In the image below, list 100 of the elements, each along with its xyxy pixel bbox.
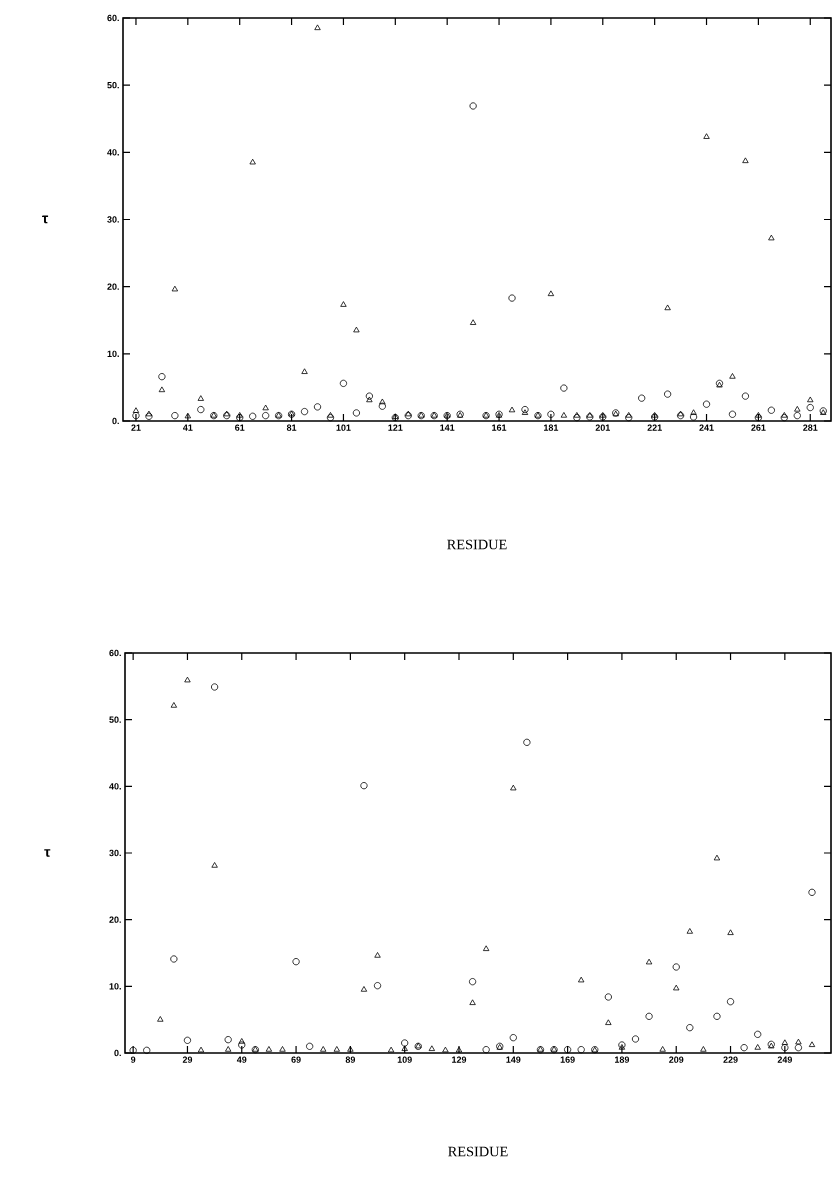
- point: [808, 1041, 816, 1047]
- point: [469, 102, 477, 110]
- point: [509, 1034, 517, 1042]
- point: [727, 929, 734, 935]
- point: [659, 1046, 666, 1052]
- point: [794, 1044, 803, 1052]
- point: [808, 888, 816, 896]
- point: [340, 301, 347, 307]
- point: [586, 413, 594, 421]
- point: [249, 158, 256, 165]
- point: [171, 285, 179, 292]
- x-tick-label: 121: [388, 424, 403, 431]
- point: [360, 782, 368, 790]
- point: [573, 412, 581, 418]
- point: [482, 1046, 490, 1054]
- point: [690, 409, 697, 415]
- y-tick-label: 60.: [107, 14, 119, 22]
- point: [508, 406, 516, 413]
- point: [314, 24, 321, 31]
- point: [183, 1036, 192, 1044]
- point: [387, 1046, 395, 1053]
- point: [664, 390, 672, 398]
- point: [604, 993, 612, 1001]
- point: [170, 955, 178, 963]
- y-tick-label: 30.: [107, 216, 119, 223]
- point: [428, 1045, 436, 1051]
- point: [378, 402, 386, 410]
- point: [673, 984, 680, 991]
- point: [560, 384, 568, 392]
- point: [262, 412, 270, 420]
- point: [521, 405, 529, 414]
- point: [741, 392, 750, 400]
- point: [313, 403, 322, 411]
- x-tick-label: 69: [291, 1056, 301, 1063]
- point: [360, 986, 368, 992]
- point: [676, 412, 685, 420]
- point: [578, 976, 585, 983]
- point: [795, 1038, 802, 1045]
- point: [793, 412, 801, 420]
- point: [366, 396, 373, 403]
- point: [171, 412, 179, 420]
- point: [599, 413, 607, 421]
- point: [638, 394, 646, 402]
- point: [236, 414, 244, 422]
- point: [729, 373, 736, 379]
- point: [404, 412, 412, 420]
- point: [455, 1046, 463, 1053]
- point: [781, 412, 788, 418]
- x-tick-label: 161: [492, 424, 507, 431]
- y-tick-label: 40.: [107, 149, 119, 156]
- point: [249, 412, 257, 420]
- point: [713, 1012, 721, 1020]
- point: [224, 1036, 232, 1044]
- x-tick-label: 241: [699, 424, 714, 431]
- point: [618, 1041, 626, 1049]
- point: [333, 1046, 340, 1052]
- point: [197, 1046, 205, 1053]
- point: [265, 1046, 273, 1052]
- point: [768, 234, 775, 241]
- point: [807, 396, 814, 403]
- y-axis-title: τ: [42, 215, 49, 224]
- point: [292, 958, 300, 966]
- x-tick-label: 169: [560, 1056, 575, 1063]
- point: [510, 784, 517, 791]
- point: [468, 978, 477, 986]
- point: [508, 294, 516, 302]
- y-tick-label: 10.: [107, 350, 119, 357]
- point: [713, 854, 721, 861]
- point: [401, 1039, 409, 1047]
- x-tick-label: 21: [131, 424, 141, 431]
- point: [238, 1041, 246, 1049]
- point: [326, 414, 335, 422]
- point: [320, 1046, 327, 1052]
- x-tick-label: 249: [777, 1056, 792, 1063]
- point: [586, 412, 593, 418]
- point: [686, 928, 693, 934]
- point: [211, 862, 218, 868]
- point: [726, 998, 735, 1006]
- y-tick-label: 60.: [109, 649, 121, 657]
- y-tick-label: 40.: [109, 783, 121, 790]
- x-tick-label: 109: [397, 1056, 412, 1063]
- point: [728, 410, 737, 418]
- x-tick-label: 209: [669, 1056, 684, 1063]
- point: [306, 1042, 314, 1050]
- point: [703, 133, 710, 139]
- point: [521, 409, 529, 415]
- x-tick-label: 189: [615, 1056, 630, 1063]
- point: [754, 414, 762, 422]
- point: [754, 1030, 762, 1038]
- point: [225, 1046, 232, 1052]
- point: [767, 406, 775, 414]
- point: [373, 982, 382, 990]
- point: [401, 1045, 408, 1051]
- point: [129, 1046, 137, 1054]
- y-tick-label: 0.: [114, 1049, 121, 1057]
- point: [158, 386, 166, 393]
- point: [618, 1044, 626, 1050]
- point: [132, 407, 140, 413]
- x-tick-label: 149: [506, 1056, 521, 1063]
- point: [339, 379, 348, 387]
